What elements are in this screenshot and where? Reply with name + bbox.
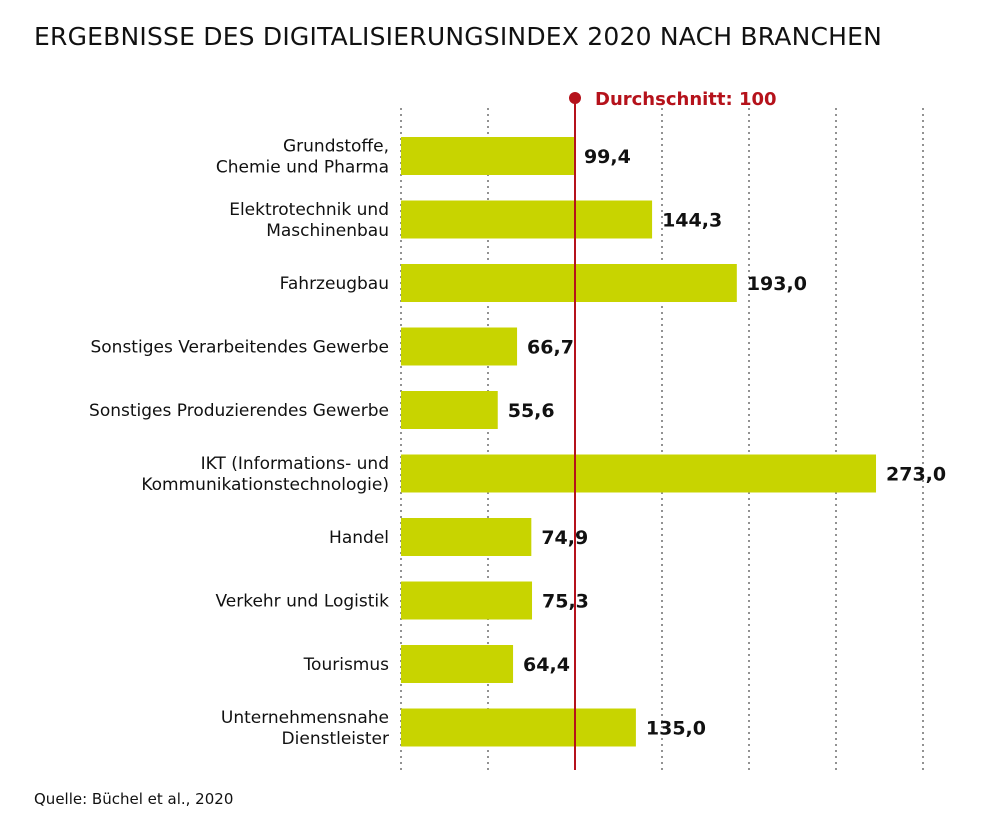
bar — [401, 391, 498, 429]
bar — [401, 137, 574, 175]
bars — [401, 137, 877, 747]
reference-label: Durchschnitt: 100 — [595, 89, 777, 110]
category-label: Sonstiges Verarbeitendes Gewerbe — [90, 338, 389, 358]
category-label: Tourismus — [303, 655, 390, 675]
bar — [401, 454, 877, 493]
bar — [401, 708, 636, 747]
bar — [401, 200, 653, 239]
category-label: Handel — [329, 528, 389, 548]
value-label: 193,0 — [747, 273, 807, 295]
value-label: 66,7 — [527, 337, 574, 359]
category-label: Sonstiges Produzierendes Gewerbe — [89, 401, 389, 421]
value-label: 55,6 — [508, 400, 555, 422]
value-label: 99,4 — [584, 146, 631, 168]
value-label: 144,3 — [662, 210, 722, 232]
bar — [401, 264, 737, 302]
value-label: 74,9 — [541, 527, 588, 549]
labels: 99,4 Grundstoffe, Chemie und Pharma 144,3 El… — [89, 137, 946, 750]
bar — [401, 327, 518, 366]
value-label: 64,4 — [523, 654, 570, 676]
grid-lines — [400, 108, 924, 770]
bar — [401, 645, 514, 683]
category-label: Elektrotechnik und Maschinenbau — [229, 200, 389, 241]
bar — [401, 581, 533, 620]
chart-title: ERGEBNISSE DES DIGITALISIERUNGSINDEX 202… — [34, 22, 883, 51]
value-label: 273,0 — [886, 464, 946, 486]
reference-marker — [569, 92, 581, 104]
category-label: Fahrzeugbau — [280, 274, 389, 294]
value-label: 135,0 — [646, 718, 706, 740]
category-label: Verkehr und Logistik — [215, 592, 389, 612]
category-label: Grundstoffe, Chemie und Pharma — [216, 137, 389, 178]
category-label: Unternehmensnahe Dienstleister — [221, 708, 389, 749]
source-note: Quelle: Büchel et al., 2020 — [34, 790, 234, 808]
reference-line-group: Durchschnitt: 100 — [569, 89, 777, 770]
bar — [401, 518, 532, 556]
category-label: IKT (Informations- und Kommunikationstech… — [141, 454, 389, 495]
value-label: 75,3 — [542, 591, 589, 613]
